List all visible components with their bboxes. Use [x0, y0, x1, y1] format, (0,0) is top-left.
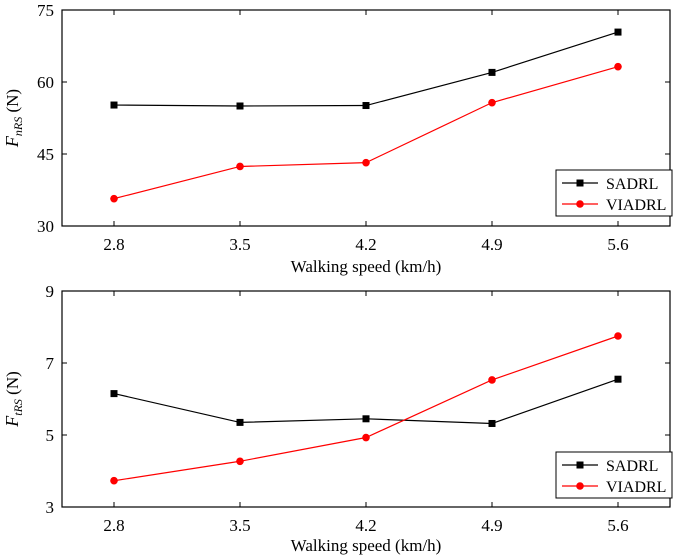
y-tick-label: 3 — [46, 498, 55, 517]
data-point-viadrl — [614, 62, 622, 71]
y-tick-label: 30 — [37, 217, 54, 236]
data-point-viadrl — [362, 433, 370, 442]
legend-label: SADRL — [606, 458, 658, 475]
x-tick-label: 2.8 — [103, 516, 124, 535]
y-axis-title: FnRS (N) — [2, 89, 25, 148]
legend-marker — [576, 482, 584, 490]
legend-label: VIADRL — [606, 197, 666, 214]
x-tick-label: 5.6 — [607, 235, 628, 254]
data-point-sadrl — [110, 390, 118, 398]
data-point-sadrl — [488, 68, 496, 76]
data-point-viadrl — [488, 98, 496, 107]
y-tick-label: 45 — [37, 145, 54, 164]
y-tick-label: 7 — [46, 354, 55, 373]
y-tick-label: 60 — [37, 73, 54, 92]
data-point-sadrl — [362, 102, 370, 110]
data-point-viadrl — [362, 158, 370, 167]
data-point-sadrl — [614, 28, 622, 36]
x-tick-label: 4.2 — [355, 235, 376, 254]
data-point-sadrl — [614, 375, 622, 383]
data-point-sadrl — [110, 101, 118, 109]
x-tick-label: 2.8 — [103, 235, 124, 254]
legend-box — [555, 451, 673, 499]
x-axis-title: Walking speed (km/h) — [291, 536, 442, 555]
legend-label: SADRL — [606, 176, 658, 193]
series-line-viadrl — [113, 66, 619, 200]
chart-panel-top: 2.8 3.5 4.2 4.9 5.6 30 45 60 75 Walking speed (km… — [2, 1, 673, 276]
data-point-sadrl — [362, 415, 370, 423]
data-point-viadrl — [110, 476, 118, 485]
data-point-viadrl — [614, 332, 622, 340]
x-tick-label: 5.6 — [607, 516, 628, 535]
data-point-viadrl — [488, 376, 496, 384]
legend-marker — [576, 179, 584, 187]
x-tick-label: 4.9 — [481, 235, 502, 254]
x-axis-title: Walking speed (km/h) — [291, 257, 442, 276]
y-tick-label: 5 — [46, 426, 55, 445]
x-tick-label: 3.5 — [229, 235, 250, 254]
legend-marker — [576, 461, 584, 469]
y-axis-title: FtRS (N) — [2, 371, 25, 428]
series-line-viadrl — [113, 335, 619, 482]
legend-box — [555, 169, 673, 217]
data-point-viadrl — [110, 194, 118, 203]
x-tick-label: 4.2 — [355, 516, 376, 535]
legend-marker — [576, 200, 584, 208]
chart-panel-bottom: 2.8 3.5 4.2 4.9 5.6 3 5 7 9 Walking speed (km/h) F… — [2, 282, 673, 555]
data-point-viadrl — [236, 457, 244, 466]
data-point-sadrl — [488, 419, 496, 427]
x-tick-label: 4.9 — [481, 516, 502, 535]
legend-label: VIADRL — [606, 479, 666, 496]
series-line-sadrl — [113, 31, 619, 107]
x-tick-label: 3.5 — [229, 516, 250, 535]
data-point-sadrl — [236, 418, 244, 426]
y-tick-label: 9 — [46, 282, 55, 301]
data-point-sadrl — [236, 102, 244, 110]
y-tick-label: 75 — [37, 1, 54, 20]
data-point-viadrl — [236, 162, 244, 171]
